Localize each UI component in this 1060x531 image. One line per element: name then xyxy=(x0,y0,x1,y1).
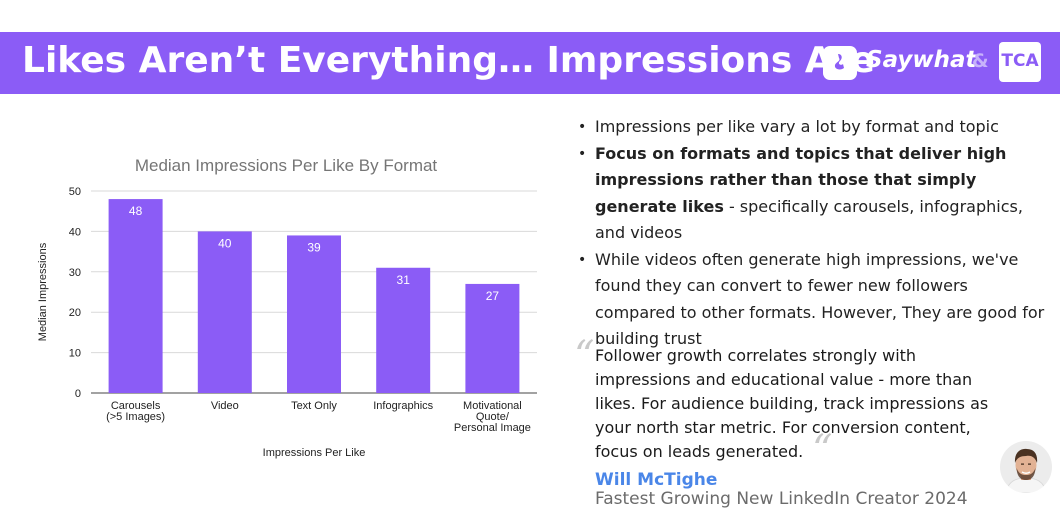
x-tick-label: Video xyxy=(211,400,239,412)
bullet-item: Impressions per like vary a lot by forma… xyxy=(576,114,1046,141)
tca-logo-text: TCA xyxy=(1001,51,1039,71)
chart-title: Median Impressions Per Like By Format xyxy=(135,156,438,175)
bar xyxy=(287,235,341,393)
bullet-text: While videos often generate high impress… xyxy=(595,249,1045,349)
x-tick-label: Text Only xyxy=(291,400,337,412)
bullet-text: Impressions per like vary a lot by forma… xyxy=(595,117,999,136)
header-banner: Likes Aren’t Everything… Impressions Are… xyxy=(0,32,1060,94)
quote-text: Follower growth correlates strongly with… xyxy=(595,346,989,461)
bar xyxy=(465,283,520,393)
x-tick-label: Personal Image xyxy=(454,422,531,434)
y-tick-label: 50 xyxy=(69,186,81,198)
bullet-text: - specifically carousels, infographics, … xyxy=(595,196,1023,243)
bullet-item: While videos often generate high impress… xyxy=(576,247,1046,353)
ampersand: & xyxy=(972,50,989,72)
quote-author-title: Fastest Growing New LinkedIn Creator 202… xyxy=(595,489,968,509)
data-label: 40 xyxy=(218,236,232,250)
quote-open-mark: “ xyxy=(574,333,595,379)
speech-bubble-icon xyxy=(834,54,844,70)
x-axis-label: Impressions Per Like xyxy=(263,447,366,459)
data-label: 27 xyxy=(486,289,500,303)
bullet-text-bold: Focus on formats and topics that deliver… xyxy=(595,143,1007,216)
x-tick-label: (>5 Images) xyxy=(106,411,165,423)
x-tick-label: Infographics xyxy=(373,400,433,412)
x-tick-label: Carousels xyxy=(111,400,161,412)
y-tick-label: 30 xyxy=(69,267,81,279)
saywhat-logo xyxy=(823,46,857,80)
tca-logo: TCA xyxy=(999,42,1041,82)
bullet-list: Impressions per like vary a lot by forma… xyxy=(576,114,1046,353)
y-axis-label: Median Impressions xyxy=(37,242,49,341)
y-tick-label: 0 xyxy=(75,388,81,400)
y-tick-label: 40 xyxy=(69,226,81,238)
data-label: 31 xyxy=(397,273,411,287)
bar xyxy=(197,231,252,393)
bullet-item: Focus on formats and topics that deliver… xyxy=(576,141,1046,247)
x-tick-label: Motivational xyxy=(463,400,522,412)
quote-close-mark: “ xyxy=(812,427,833,473)
data-label: 48 xyxy=(129,204,143,218)
y-tick-label: 10 xyxy=(69,348,81,360)
y-tick-label: 20 xyxy=(69,307,81,319)
saywhat-wordmark: Saywhat xyxy=(866,47,977,73)
page-title: Likes Aren’t Everything… Impressions Are xyxy=(22,40,875,81)
bar xyxy=(108,199,163,393)
bar xyxy=(376,267,431,393)
bar-chart: Median Impressions Per Like By Format 0 10… xyxy=(37,156,537,459)
x-tick-label: Quote/ xyxy=(476,411,510,423)
data-label: 39 xyxy=(307,240,321,254)
quote-author: Will McTighe xyxy=(595,470,718,490)
avatar xyxy=(1000,441,1052,493)
